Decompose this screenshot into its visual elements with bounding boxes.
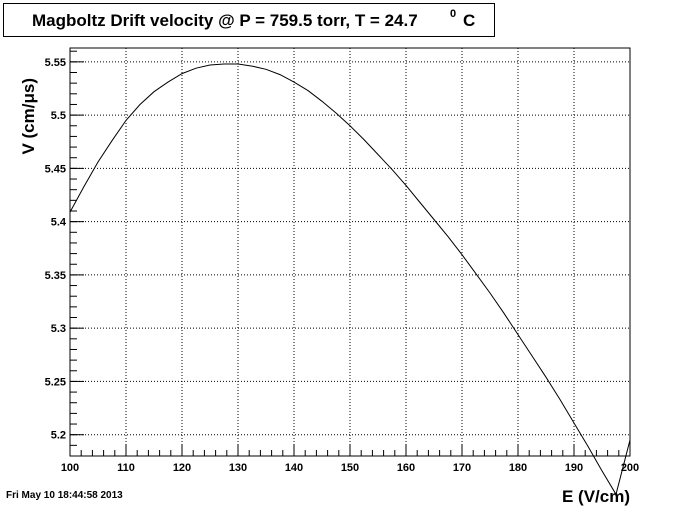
x-tick-label: 140 (285, 462, 303, 474)
grid-lines (70, 48, 630, 456)
chart-title: Magboltz Drift velocity @ P = 759.5 torr… (32, 11, 418, 30)
chart-title-unit: C (463, 11, 476, 30)
x-tick-label: 190 (565, 462, 583, 474)
y-tick-label: 5.25 (45, 376, 66, 388)
timestamp: Fri May 10 18:44:58 2013 (6, 490, 123, 501)
x-tick-label: 120 (173, 462, 191, 474)
x-tick-label: 170 (453, 462, 471, 474)
y-tick-label: 5.35 (45, 270, 66, 282)
chart-title-box: Magboltz Drift velocity @ P = 759.5 torr… (3, 3, 495, 37)
x-axis-ticks: 100 110 120 130 140 150 160 170 180 190 200 (61, 444, 639, 474)
x-tick-label: 180 (509, 462, 527, 474)
x-tick-label: 130 (229, 462, 247, 474)
y-tick-label: 5.4 (51, 217, 67, 229)
x-tick-label: 110 (117, 462, 135, 474)
y-tick-label: 5.2 (51, 430, 66, 442)
x-tick-label: 150 (341, 462, 359, 474)
x-axis-label: E (V/cm) (562, 487, 630, 506)
chart-title-superscript: 0 (450, 8, 457, 20)
y-axis-label: V (cm/μs) (19, 78, 38, 155)
y-tick-label: 5.5 (51, 110, 66, 122)
series-line (69, 63, 631, 496)
x-tick-label: 200 (621, 462, 639, 474)
x-tick-label: 160 (397, 462, 415, 474)
y-tick-label: 5.3 (51, 323, 66, 335)
x-tick-label: 100 (61, 462, 79, 474)
y-axis-ticks: 5.2 5.25 5.3 5.35 5.4 5.45 5.5 5.55 (45, 50, 84, 457)
y-tick-label: 5.55 (45, 57, 66, 69)
y-tick-label: 5.45 (45, 163, 66, 175)
